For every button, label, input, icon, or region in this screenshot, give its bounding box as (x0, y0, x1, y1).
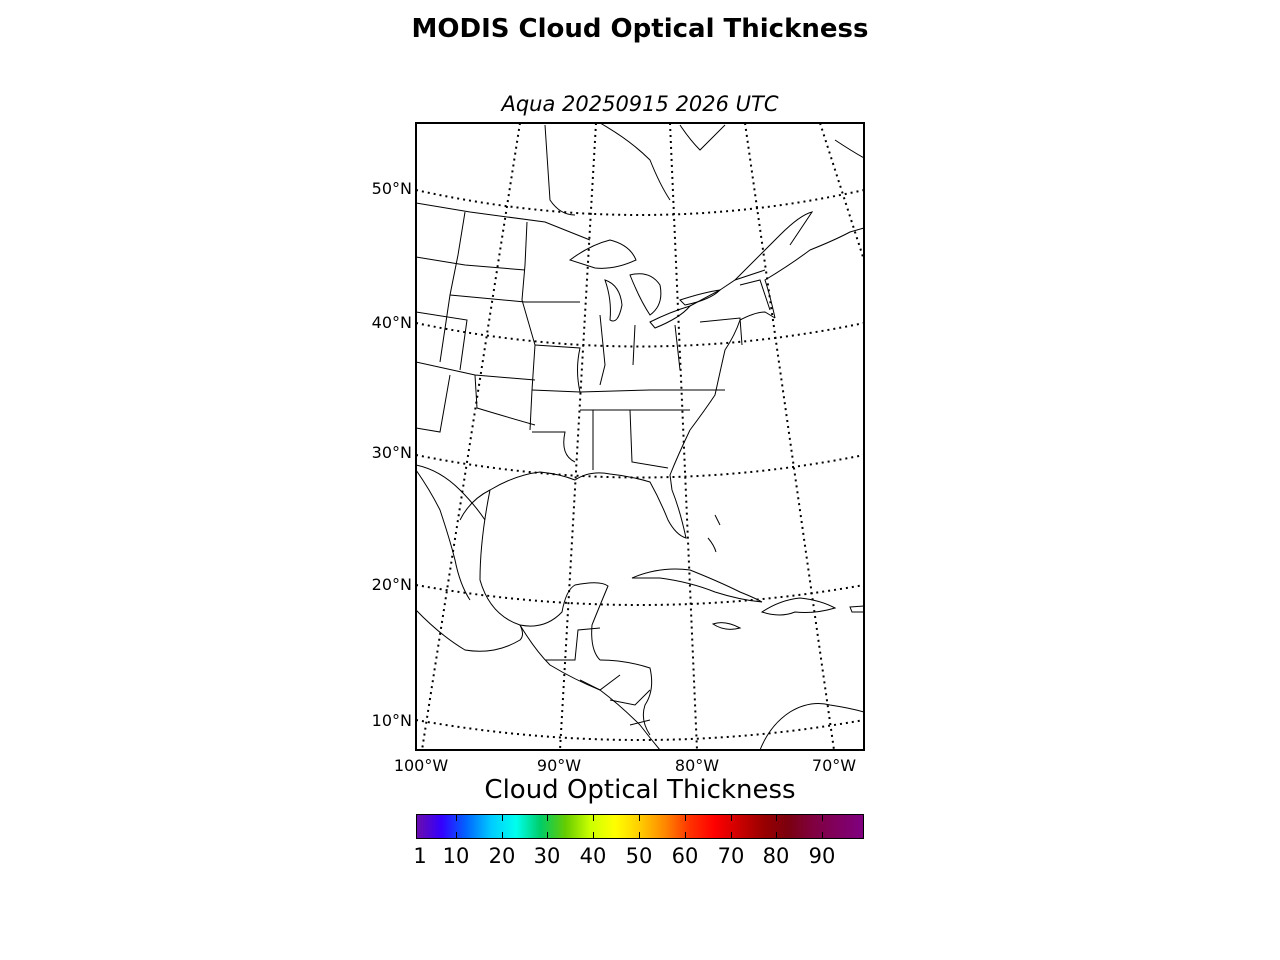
colorbar-tick: 10 (442, 844, 470, 868)
colorbar-tick-mark (822, 815, 823, 821)
colorbar-tick: 40 (579, 844, 607, 868)
borders (416, 202, 771, 726)
lon-label: 90°W (536, 756, 582, 775)
colorbar-title: Cloud Optical Thickness (484, 775, 796, 805)
lon-label: 70°W (811, 756, 857, 775)
colorbar-tick: 1 (413, 844, 427, 868)
colorbar-tick-mark (502, 832, 503, 838)
colorbar-tick: 60 (671, 844, 699, 868)
lat-label: 10°N (371, 711, 412, 730)
coastlines (416, 123, 864, 750)
colorbar-tick-mark (639, 815, 640, 821)
colorbar-tick: 30 (533, 844, 561, 868)
colorbar-tick-mark (685, 832, 686, 838)
colorbar-tick-mark (547, 832, 548, 838)
colorbar-tick-mark (731, 832, 732, 838)
map-title: MODIS Cloud Optical Thickness (411, 14, 869, 44)
colorbar-tick-mark (822, 832, 823, 838)
graticule-latitude (416, 189, 864, 741)
colorbar-tick: 50 (625, 844, 653, 868)
colorbar-tick-mark (456, 815, 457, 821)
colorbar-tick-mark (502, 815, 503, 821)
colorbar-tick-mark (685, 815, 686, 821)
colorbar-tick: 70 (717, 844, 745, 868)
colorbar-tick-mark (593, 815, 594, 821)
colorbar-tick-mark (639, 832, 640, 838)
colorbar (416, 814, 864, 839)
colorbar-tick: 80 (762, 844, 790, 868)
colorbar-tick-mark (731, 815, 732, 821)
lon-label: 80°W (674, 756, 720, 775)
colorbar-tick-mark (776, 832, 777, 838)
colorbar-tick: 90 (808, 844, 836, 868)
colorbar-tick: 20 (488, 844, 516, 868)
graticule-longitude (421, 123, 864, 750)
colorbar-tick-mark (547, 815, 548, 821)
colorbar-tick-mark (776, 815, 777, 821)
colorbar-tick-mark (593, 832, 594, 838)
lat-label: 40°N (371, 313, 412, 332)
map-frame (415, 122, 865, 751)
lat-label: 20°N (371, 575, 412, 594)
lat-label: 50°N (371, 179, 412, 198)
map-subtitle: Aqua 20250915 2026 UTC (501, 92, 779, 116)
lat-label: 30°N (371, 443, 412, 462)
lon-label: 100°W (393, 756, 449, 775)
colorbar-tick-mark (456, 832, 457, 838)
